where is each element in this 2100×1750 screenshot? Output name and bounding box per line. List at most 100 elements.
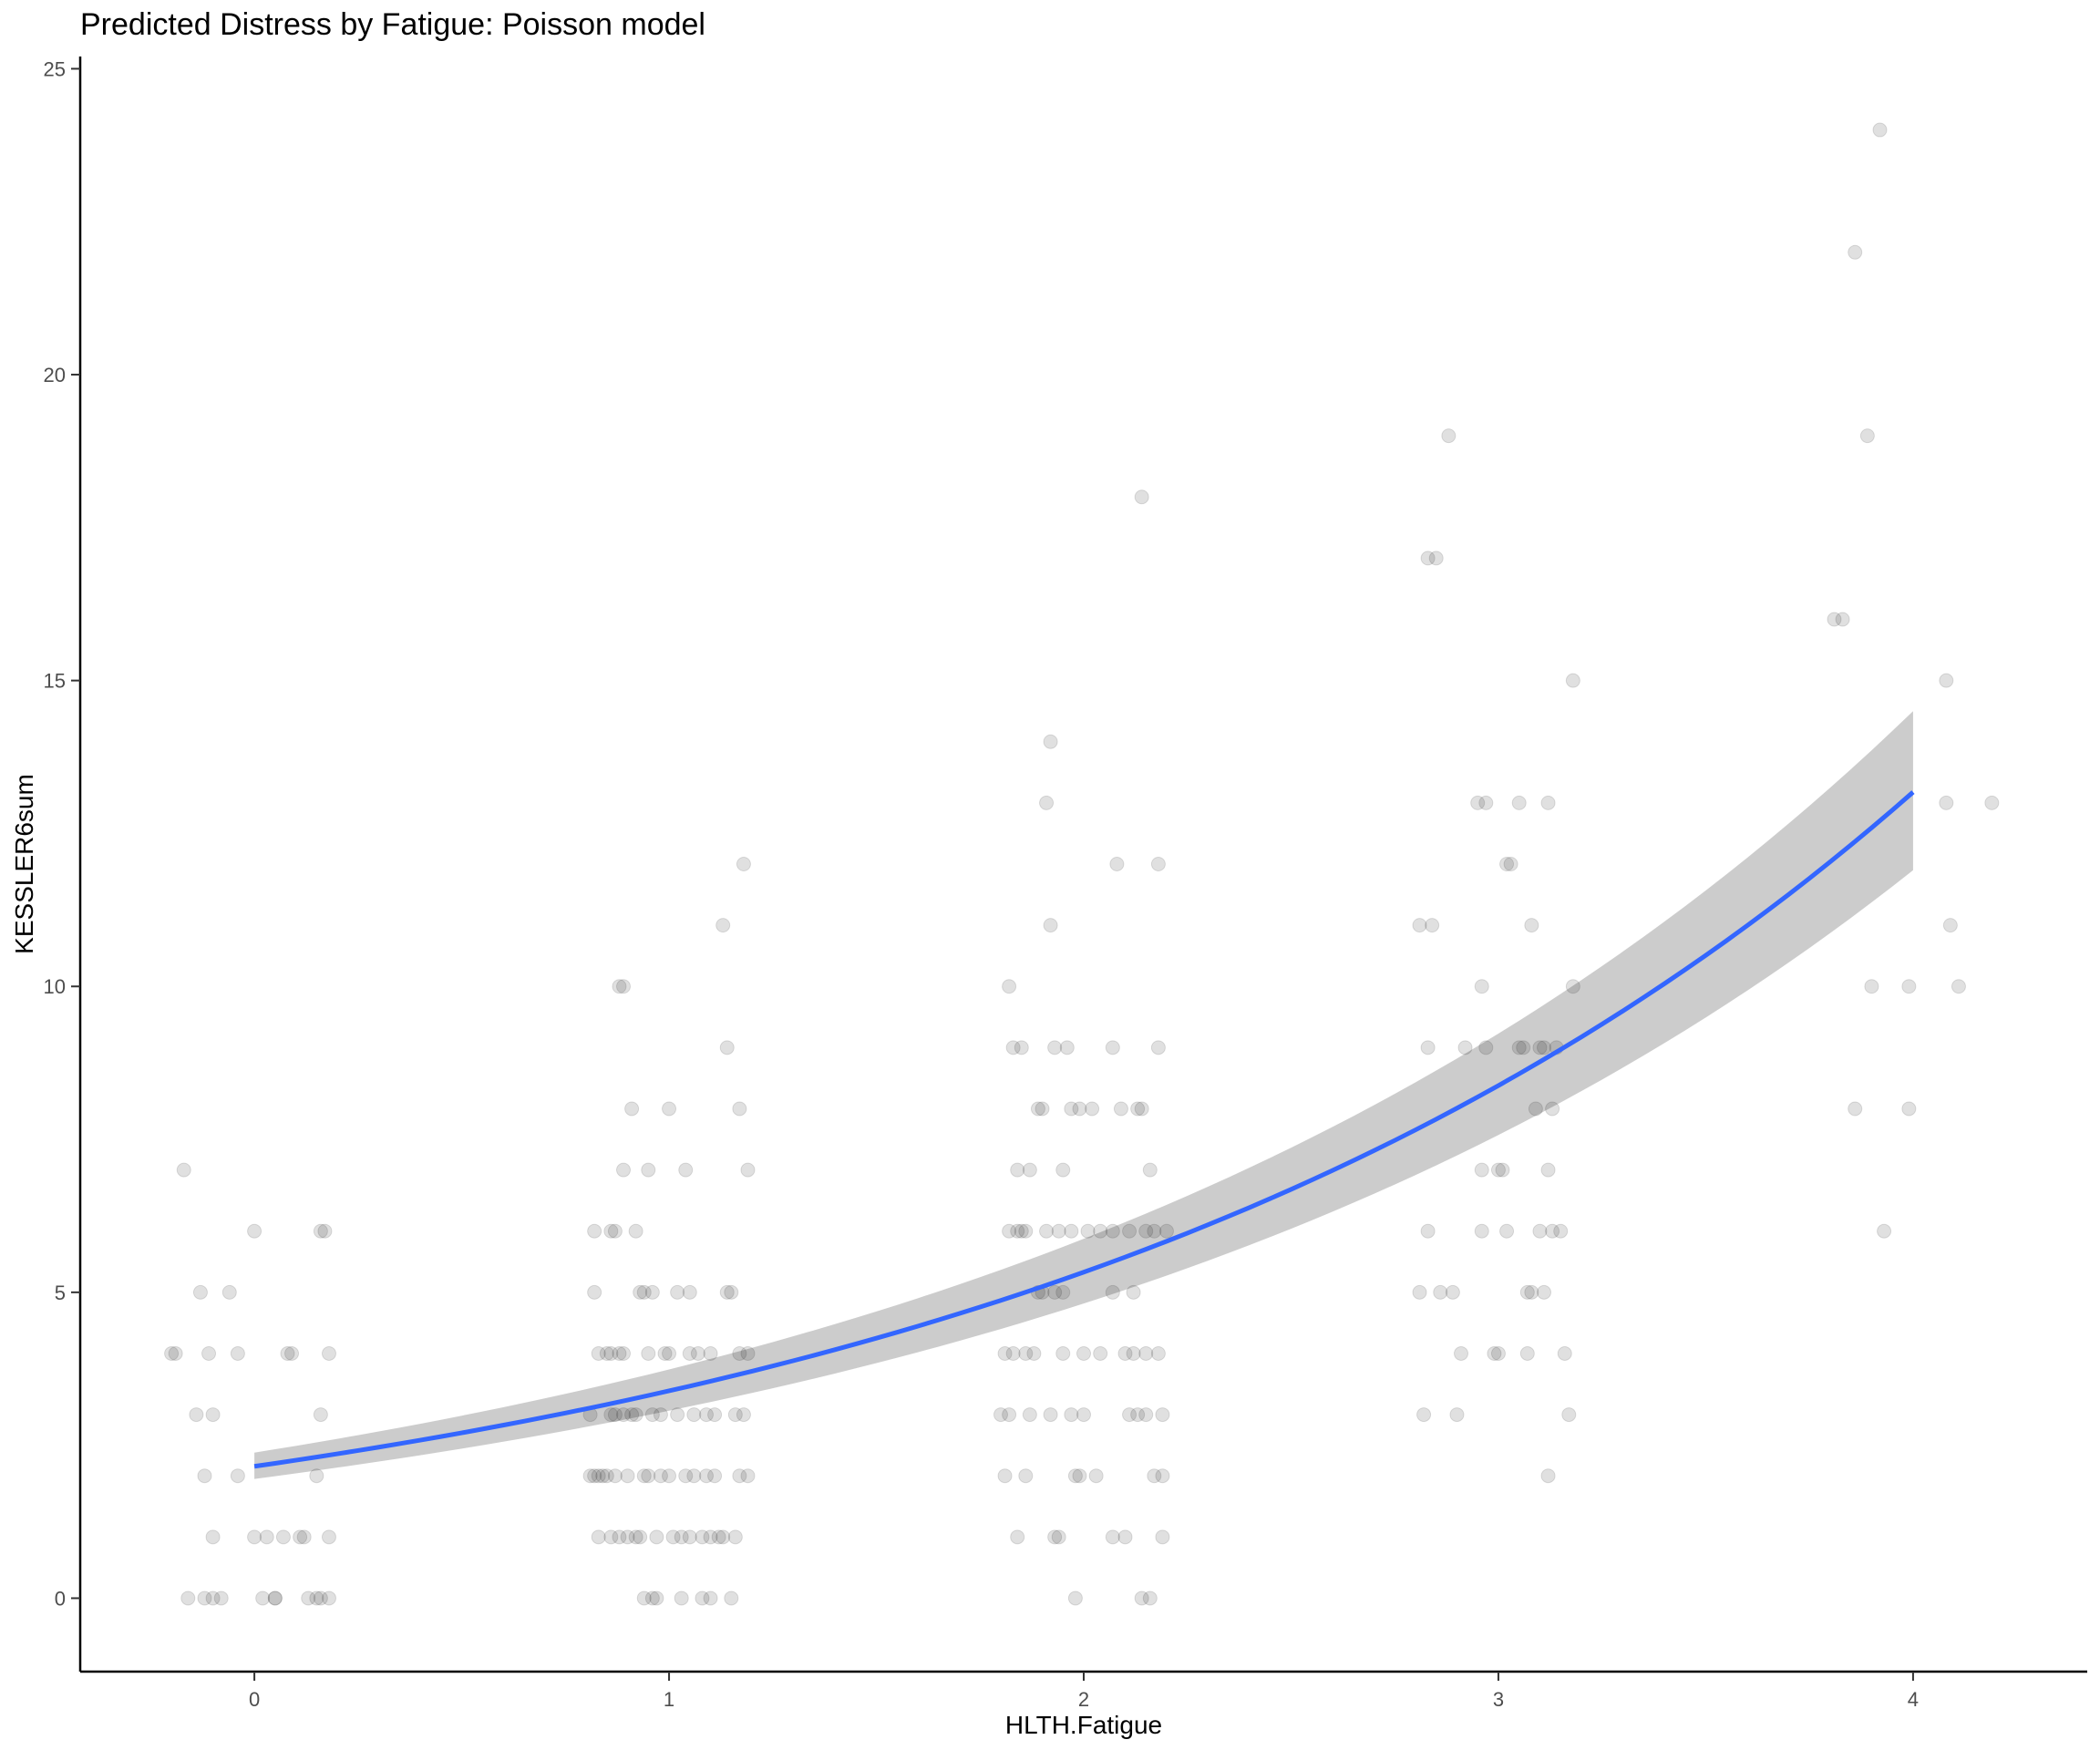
data-point (662, 1468, 677, 1484)
data-point (1478, 795, 1494, 810)
data-point (587, 1468, 602, 1484)
y-axis-title: KESSLER6sum (10, 774, 38, 954)
data-point (1126, 1284, 1141, 1300)
data-point (1014, 1223, 1029, 1239)
confidence-band (254, 711, 1913, 1479)
data-point (1939, 673, 1954, 688)
data-point (1002, 1223, 1017, 1239)
scatter-points (164, 122, 2000, 1606)
data-point (1490, 1162, 1506, 1178)
x-tick-label: 0 (249, 1688, 260, 1711)
data-point (1545, 1223, 1560, 1239)
data-point (1441, 428, 1457, 444)
data-point (616, 1345, 631, 1361)
data-point (649, 1529, 664, 1545)
data-point (1553, 1223, 1569, 1239)
data-point (732, 1101, 747, 1117)
data-point (612, 1529, 627, 1545)
data-point (1150, 857, 1166, 871)
data-point (1055, 1284, 1071, 1300)
data-point (599, 1468, 614, 1484)
x-tick-label: 4 (1908, 1688, 1919, 1711)
data-point (296, 1529, 312, 1545)
data-point (1470, 795, 1486, 810)
data-point (1474, 1162, 1489, 1178)
data-point (607, 1223, 623, 1239)
data-point (1030, 1101, 1045, 1117)
data-point (670, 1284, 685, 1300)
data-point (1454, 1345, 1469, 1361)
data-point (707, 1407, 723, 1423)
data-point (607, 1468, 623, 1484)
data-point (1545, 1101, 1560, 1117)
data-point (1117, 1529, 1133, 1545)
y-tick-label: 20 (44, 364, 66, 386)
data-point (247, 1223, 262, 1239)
data-point (695, 1529, 710, 1545)
data-point (1511, 795, 1527, 810)
data-point (1043, 734, 1058, 749)
data-point (1835, 612, 1850, 627)
data-point (180, 1590, 196, 1606)
data-point (1010, 1223, 1025, 1239)
data-point (1445, 1284, 1460, 1300)
data-point (620, 1468, 635, 1484)
data-point (1449, 1407, 1465, 1423)
data-point (1155, 1529, 1170, 1545)
x-tick-label: 3 (1493, 1688, 1504, 1711)
data-point (1014, 1040, 1029, 1055)
data-point (591, 1468, 606, 1484)
data-point (719, 1284, 735, 1300)
data-point (293, 1529, 308, 1545)
data-point (740, 1468, 756, 1484)
x-tick-label: 2 (1078, 1688, 1089, 1711)
data-point (591, 1345, 606, 1361)
data-point (1532, 1040, 1548, 1055)
data-point (1076, 1407, 1091, 1423)
data-point (997, 1468, 1013, 1484)
data-point (736, 857, 751, 871)
data-point (1051, 1529, 1066, 1545)
data-point (1067, 1468, 1083, 1484)
data-point (644, 1590, 660, 1606)
data-point (197, 1468, 212, 1484)
data-point (662, 1345, 677, 1361)
data-point (1524, 918, 1539, 933)
data-point (1540, 795, 1556, 810)
data-point (1147, 1468, 1162, 1484)
data-point (1901, 979, 1917, 994)
data-point (1002, 1407, 1017, 1423)
data-point (1113, 1101, 1128, 1117)
data-point (1532, 1223, 1548, 1239)
data-point (715, 918, 731, 933)
data-point (1528, 1101, 1543, 1117)
data-point (205, 1407, 221, 1423)
data-point (703, 1345, 718, 1361)
data-point (189, 1407, 204, 1423)
data-point (624, 1407, 640, 1423)
data-point (1537, 1284, 1551, 1300)
data-point (267, 1590, 283, 1606)
data-point (1859, 428, 1875, 444)
data-point (1005, 1345, 1021, 1361)
data-point (313, 1590, 328, 1606)
data-point (1093, 1345, 1108, 1361)
data-point (1109, 857, 1125, 871)
data-point (649, 1590, 664, 1606)
y-tick-label: 25 (44, 57, 66, 80)
data-point (1072, 1468, 1087, 1484)
data-point (1540, 1468, 1556, 1484)
data-point (1022, 1162, 1037, 1178)
data-point (1010, 1162, 1025, 1178)
data-point (1039, 795, 1055, 810)
data-point (284, 1345, 300, 1361)
y-tick-label: 15 (44, 670, 66, 693)
data-point (1018, 1468, 1034, 1484)
data-point (724, 1590, 739, 1606)
data-point (259, 1529, 274, 1545)
data-point (724, 1284, 739, 1300)
y-axis-ticks: 0 5 10 15 20 25 (44, 57, 80, 1610)
data-point (1142, 1162, 1158, 1178)
